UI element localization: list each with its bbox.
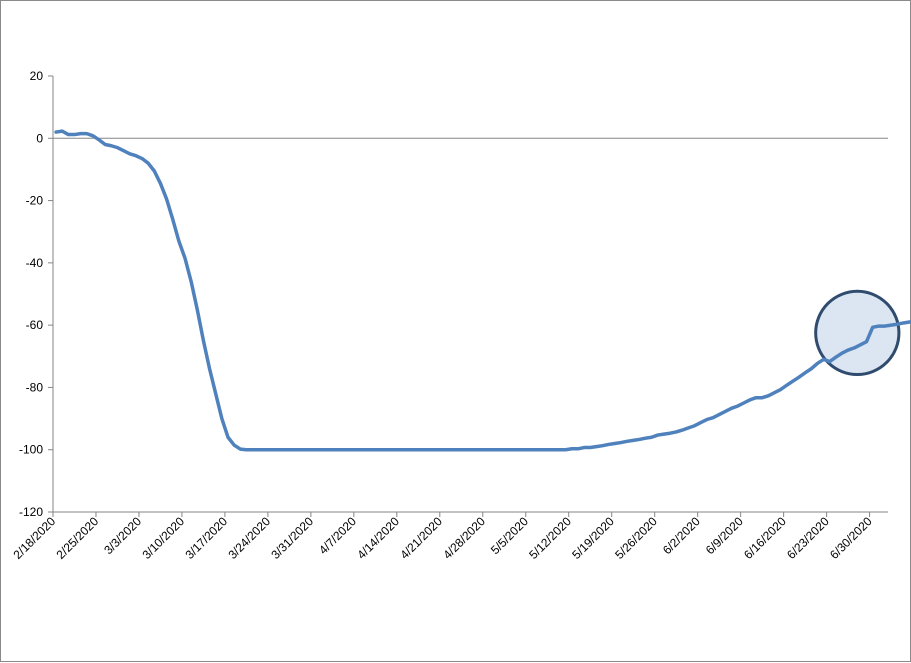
x-tick-label: 3/10/2020 — [139, 514, 187, 562]
y-tick-label: -80 — [26, 380, 44, 394]
y-tick-label: -120 — [19, 505, 43, 519]
x-tick-label: 3/17/2020 — [182, 514, 230, 562]
x-tick-label: 6/9/2020 — [703, 514, 746, 557]
y-tick-label: 20 — [30, 69, 44, 83]
y-tick-label: 0 — [36, 131, 43, 145]
x-tick-label: 4/28/2020 — [440, 514, 488, 562]
x-tick-label: 4/21/2020 — [397, 514, 445, 562]
series-line — [54, 129, 911, 452]
y-tick-label: -20 — [26, 194, 44, 208]
x-tick-label: 6/23/2020 — [784, 514, 832, 562]
x-tick-label: 3/24/2020 — [225, 514, 273, 562]
y-tick-label: -60 — [26, 318, 44, 332]
x-tick-label: 5/26/2020 — [612, 514, 660, 562]
x-tick-label: 5/19/2020 — [569, 514, 617, 562]
x-tick-label: 2/18/2020 — [11, 514, 59, 562]
x-tick-label: 4/7/2020 — [316, 514, 359, 557]
x-tick-label: 5/12/2020 — [526, 514, 574, 562]
x-tick-label: 6/16/2020 — [741, 514, 789, 562]
y-tick-label: -40 — [26, 256, 44, 270]
y-tick-label: -100 — [19, 443, 43, 457]
x-tick-label: 3/31/2020 — [268, 514, 316, 562]
x-tick-label: 5/5/2020 — [488, 514, 531, 557]
x-tick-label: 3/3/2020 — [101, 514, 144, 557]
x-tick-label: 6/30/2020 — [827, 514, 875, 562]
x-tick-label: 4/14/2020 — [354, 514, 402, 562]
x-tick-label: 6/2/2020 — [660, 514, 703, 557]
highlight-circle — [814, 289, 901, 377]
x-tick-label: 2/25/2020 — [54, 514, 102, 562]
